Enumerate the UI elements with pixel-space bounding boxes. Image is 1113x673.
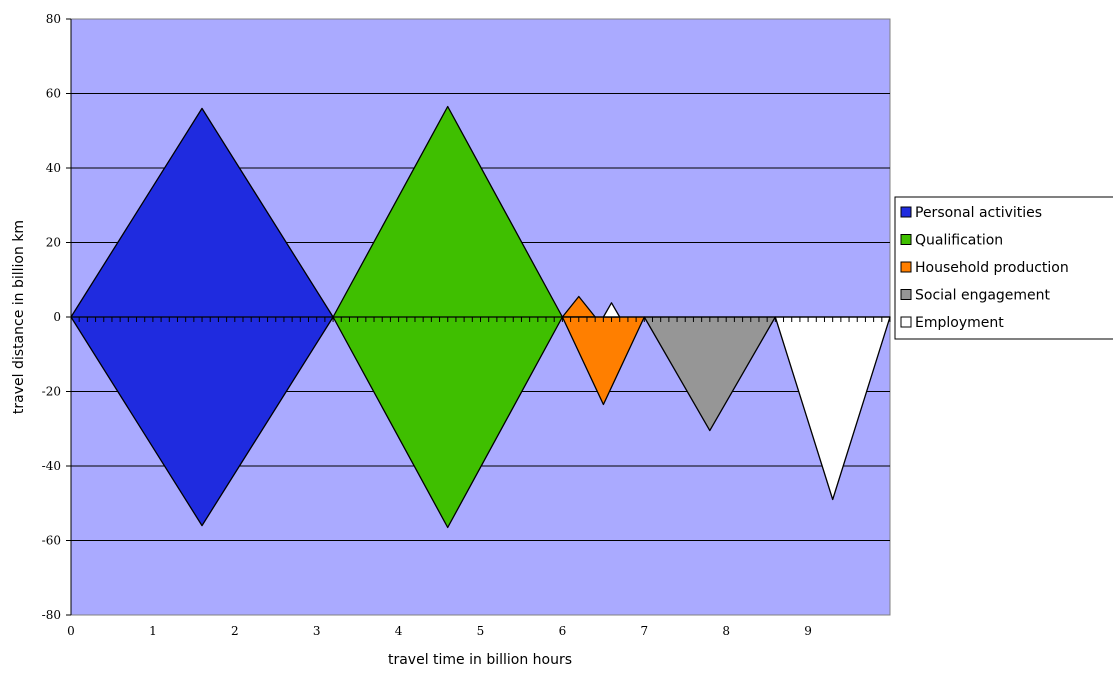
legend-swatch [900, 316, 912, 328]
x-tick-label: 1 [149, 624, 157, 638]
x-tick-label: 7 [640, 624, 648, 638]
legend-swatch [900, 234, 912, 245]
legend-swatch [900, 289, 912, 300]
y-tick-label: -80 [42, 608, 61, 622]
x-tick-label: 6 [559, 624, 567, 638]
legend-swatch [900, 261, 912, 273]
y-tick-label: 80 [46, 12, 61, 26]
legend-box [894, 196, 1113, 340]
x-tick-label: 9 [804, 624, 812, 638]
y-tick-label: 20 [46, 236, 61, 250]
y-tick-label: -40 [42, 459, 61, 473]
legend-label: Qualification [915, 233, 1003, 249]
y-tick-label: -60 [42, 534, 61, 548]
y-tick-label: 0 [53, 310, 61, 324]
x-tick-label: 0 [67, 624, 75, 638]
x-tick-label: 8 [722, 624, 730, 638]
y-axis-title: travel distance in billion km [11, 220, 27, 414]
legend-label: Personal activities [915, 205, 1042, 221]
x-tick-label: 5 [477, 624, 485, 638]
legend-swatch [900, 206, 912, 218]
legend-label: Employment [915, 315, 1004, 331]
axes [66, 18, 891, 616]
x-tick-labels: 0 1 2 3 4 5 6 7 8 9 [67, 624, 812, 638]
legend-label: Household production [915, 260, 1069, 276]
y-tick-labels: 80 60 40 20 0 -20 -40 -60 -80 [42, 12, 61, 622]
y-tick-label: 60 [46, 87, 61, 101]
x-tick-label: 3 [313, 624, 321, 638]
y-tick-label: -20 [42, 385, 61, 399]
y-tick-label: 40 [46, 161, 61, 175]
legend-label: Social engagement [915, 288, 1051, 304]
x-tick-label: 2 [231, 624, 239, 638]
x-tick-label: 4 [395, 624, 403, 638]
x-axis-title: travel time in billion hours [388, 652, 572, 668]
legend: Personal activities Qualification Househol… [894, 196, 1113, 340]
